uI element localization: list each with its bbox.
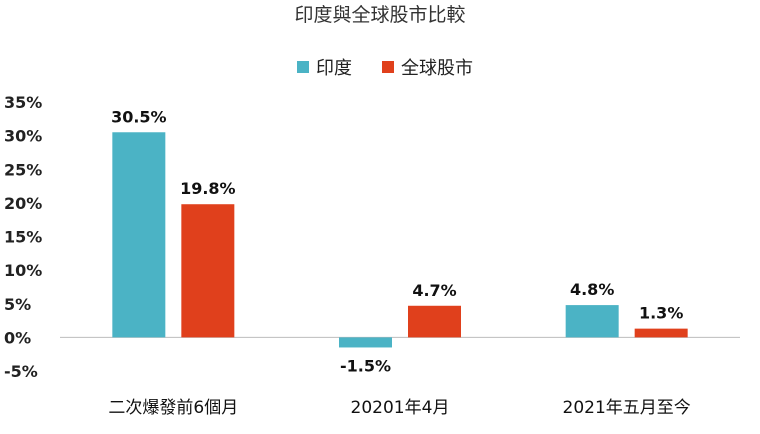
- chart-title: 印度與全球股市比較: [294, 4, 465, 26]
- data-label: 1.3%: [639, 304, 683, 323]
- y-tick-label: 15%: [4, 228, 42, 247]
- y-tick-label: 5%: [4, 295, 31, 314]
- data-label: 19.8%: [180, 179, 236, 198]
- y-tick-label: 35%: [4, 93, 42, 112]
- bar: [634, 328, 688, 338]
- x-category-label: 2021年五月至今: [563, 398, 691, 418]
- legend-label-global: 全球股市: [401, 58, 473, 79]
- bar: [565, 305, 619, 338]
- data-label: 4.8%: [570, 280, 614, 299]
- x-category-label: 二次爆發前6個月: [108, 398, 238, 418]
- y-tick-label: 25%: [4, 160, 42, 179]
- y-tick-label: 20%: [4, 194, 42, 213]
- legend-swatch-global: [382, 61, 394, 73]
- bar: [181, 204, 235, 338]
- bar: [112, 132, 166, 338]
- y-tick-label: 10%: [4, 261, 42, 280]
- y-tick-label: 30%: [4, 127, 42, 146]
- x-axis: 二次爆發前6個月 20201年4月 2021年五月至今: [108, 398, 690, 418]
- y-axis: 35% 30% 25% 20% 15% 10% 5% 0% -5%: [4, 93, 42, 381]
- data-label: -1.5%: [340, 356, 391, 375]
- data-label: 30.5%: [111, 107, 167, 126]
- legend: 印度 全球股市: [297, 58, 473, 79]
- legend-label-india: 印度: [316, 58, 352, 79]
- x-category-label: 20201年4月: [351, 398, 450, 418]
- y-tick-label: 0%: [4, 328, 31, 347]
- bars: [112, 132, 688, 348]
- legend-swatch-india: [297, 61, 309, 73]
- y-tick-label: -5%: [4, 362, 38, 381]
- bar: [408, 305, 461, 338]
- bar: [339, 337, 392, 348]
- data-labels: 30.5% 19.8% -1.5% 4.7% 4.8% 1.3%: [111, 107, 683, 375]
- data-label: 4.7%: [412, 281, 456, 300]
